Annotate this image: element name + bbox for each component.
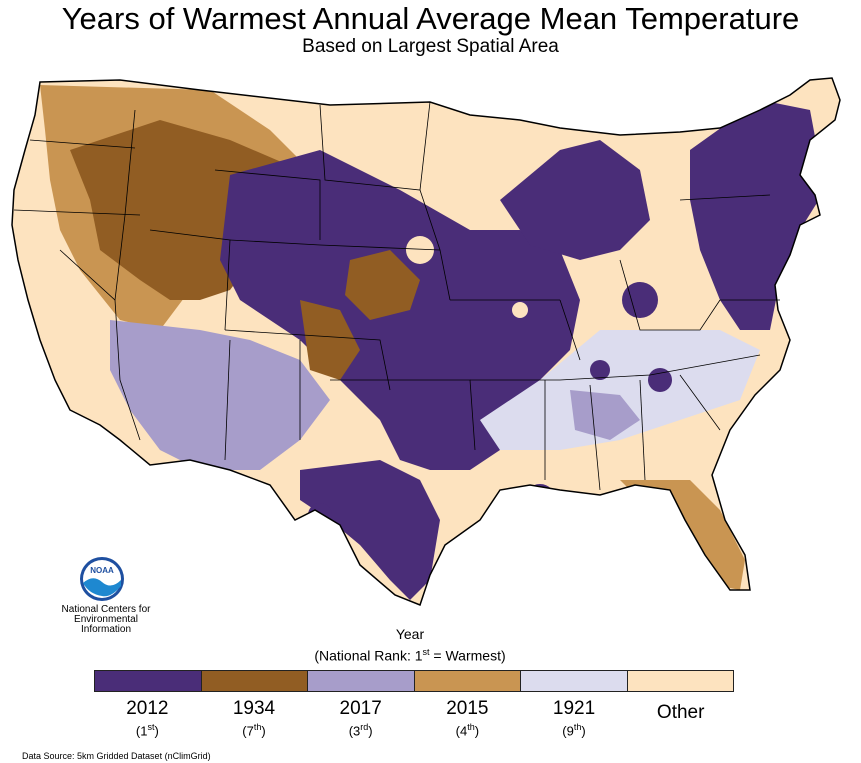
legend-label-other: Other [627, 698, 734, 738]
legend-rank-number: 9 [566, 723, 574, 739]
legend-swatch-2015 [414, 671, 521, 691]
legend-year: 1934 [232, 698, 276, 719]
legend-rank-sup: th [467, 722, 475, 732]
legend-rank: (7th) [242, 722, 266, 739]
legend-label-1934: 1934 (7th) [201, 698, 308, 738]
legend-rank-number: 4 [459, 723, 468, 739]
data-source: Data Source: 5km Gridded Dataset (nClimG… [22, 751, 211, 761]
legend-year: 2017 [339, 698, 382, 719]
legend-year: Other [656, 702, 705, 723]
legend-rank: (9th) [562, 722, 586, 739]
legend-rank-number: 1 [140, 723, 148, 739]
legend-subtitle-sup: st [422, 647, 430, 657]
ncei-line-2: Environmental [74, 614, 138, 625]
legend-label-2015: 2015 (4th) [414, 698, 521, 738]
legend-rank-sup: th [253, 722, 262, 732]
legend-label-2017: 2017 (3rd) [307, 698, 414, 738]
legend-subtitle-prefix: (National Rank: 1 [314, 647, 423, 664]
legend-swatch-2017 [308, 671, 415, 691]
legend-year: 1921 [552, 698, 596, 719]
legend-subtitle: (National Rank: 1st = Warmest) [290, 644, 530, 664]
legend-rank: (1st) [135, 722, 159, 739]
ncei-label: National Centers for Environmental Infor… [56, 605, 156, 635]
legend-swatch-1934 [201, 671, 308, 691]
legend-labels: 2012 (1st) 1934 (7th) 2017 (3rd) 2015 (4… [94, 698, 734, 738]
noaa-logo: NOAA [80, 557, 124, 601]
legend-label-2012: 2012 (1st) [94, 698, 201, 738]
map-subtitle: Based on Largest Spatial Area [302, 36, 559, 57]
legend-colorbar [94, 670, 734, 692]
legend-rank-sup: st [147, 722, 155, 732]
legend-label-1921: 1921 (9th) [521, 698, 628, 738]
legend-year: 2012 [126, 698, 169, 719]
legend-rank-sup: rd [360, 722, 369, 732]
us-temperature-map [11, 77, 841, 606]
ncei-line-3: Information [80, 624, 132, 635]
legend-year: 2015 [446, 698, 489, 719]
legend-swatch-1921 [521, 671, 628, 691]
legend-rank-number: 7 [246, 723, 254, 739]
legend-subtitle-suffix: = Warmest) [429, 647, 506, 664]
legend-rank-sup: th [573, 722, 582, 732]
map-title: Years of Warmest Annual Average Mean Tem… [61, 1, 800, 36]
legend-rank: (4th) [455, 722, 480, 739]
noaa-acronym: NOAA [90, 566, 114, 575]
legend-title: Year [395, 626, 425, 642]
legend-rank: (3rd) [348, 722, 373, 739]
legend-rank-number: 3 [353, 723, 361, 739]
legend-swatch-other [627, 671, 733, 691]
legend-swatch-2012 [95, 671, 202, 691]
ncei-line-1: National Centers for [61, 604, 151, 615]
